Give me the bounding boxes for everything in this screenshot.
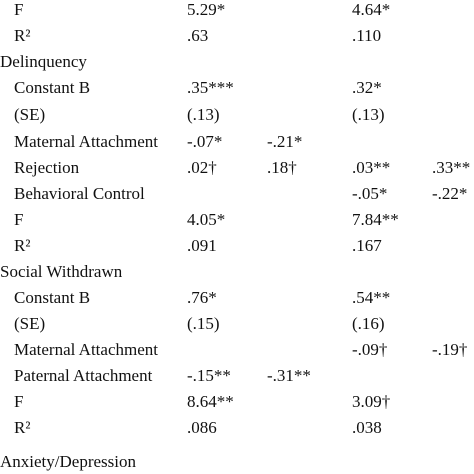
value-col-3: -.09† [352,340,388,359]
row-label: F [14,210,24,229]
value-col-3: (.16) [352,314,385,333]
value-col-3: -.05* [352,184,388,203]
value-col-3: .54** [352,288,391,307]
row-label: Paternal Attachment [14,366,153,385]
value-col-3: .32* [352,78,382,97]
value-col-3: (.13) [352,105,385,124]
section-header-row: Social Withdrawn [0,260,474,284]
row-label: Maternal Attachment [14,340,158,359]
row-label: R² [14,236,31,255]
table-row: (SE) (.15) (.16) [0,312,474,336]
value-col-3: .038 [352,418,382,437]
value-col-4: -.19† [432,340,468,359]
value-col-2: .18† [267,158,297,177]
section-header-row: Delinquency [0,50,474,74]
row-label: R² [14,418,31,437]
value-col-1: 8.64** [187,392,234,411]
value-col-3: .167 [352,236,382,255]
value-col-2: -.31** [267,366,311,385]
row-label: F [14,392,24,411]
section-title: Social Withdrawn [0,262,123,281]
section-title: Delinquency [0,52,87,71]
value-col-1: (.13) [187,105,220,124]
value-col-1: .63 [187,26,209,45]
value-col-4: .33** [432,158,471,177]
table-row: F 8.64** 3.09† [0,390,474,414]
table-row: R² .086 .038 [0,416,474,440]
row-label: (SE) [14,105,46,124]
value-col-1: -.07* [187,132,223,151]
value-col-1: (.15) [187,314,220,333]
value-col-3: 3.09† [352,392,391,411]
table-row: Constant B .35*** .32* [0,76,474,100]
table-row: Behavioral Control -.05* -.22* [0,182,474,206]
row-label: Behavioral Control [14,184,145,203]
value-col-1: .086 [187,418,217,437]
row-label: Constant B [14,288,91,307]
table-row: R² .091 .167 [0,234,474,258]
row-label: Rejection [14,158,80,177]
table-row: Constant B .76* .54** [0,286,474,310]
row-label: R² [14,26,31,45]
value-col-4: -.22* [432,184,468,203]
row-label: F [14,0,24,19]
table-row: F 5.29* 4.64* [0,0,474,22]
table-row: Maternal Attachment -.07* -.21* [0,130,474,154]
value-col-1: .35*** [187,78,234,97]
table-row: Rejection .02† .18† .03** .33** [0,156,474,180]
table-row: Paternal Attachment -.15** -.31** [0,364,474,388]
value-col-1: -.15** [187,366,231,385]
table-row: (SE) (.13) (.13) [0,103,474,127]
table-row: Maternal Attachment -.09† -.19† [0,338,474,362]
value-col-1: .76* [187,288,217,307]
row-label: (SE) [14,314,46,333]
value-col-3: 7.84** [352,210,399,229]
section-title: Anxiety/Depression [0,452,136,471]
value-col-3: 4.64* [352,0,391,19]
value-col-1: 5.29* [187,0,226,19]
value-col-1: 4.05* [187,210,226,229]
row-label: Constant B [14,78,91,97]
table-row: F 4.05* 7.84** [0,208,474,232]
value-col-2: -.21* [267,132,303,151]
value-col-3: .03** [352,158,391,177]
value-col-1: .02† [187,158,217,177]
table-row: R² .63 .110 [0,24,474,48]
value-col-3: .110 [352,26,382,45]
value-col-1: .091 [187,236,217,255]
row-label: Maternal Attachment [14,132,158,151]
section-header-row: Anxiety/Depression [0,450,474,474]
